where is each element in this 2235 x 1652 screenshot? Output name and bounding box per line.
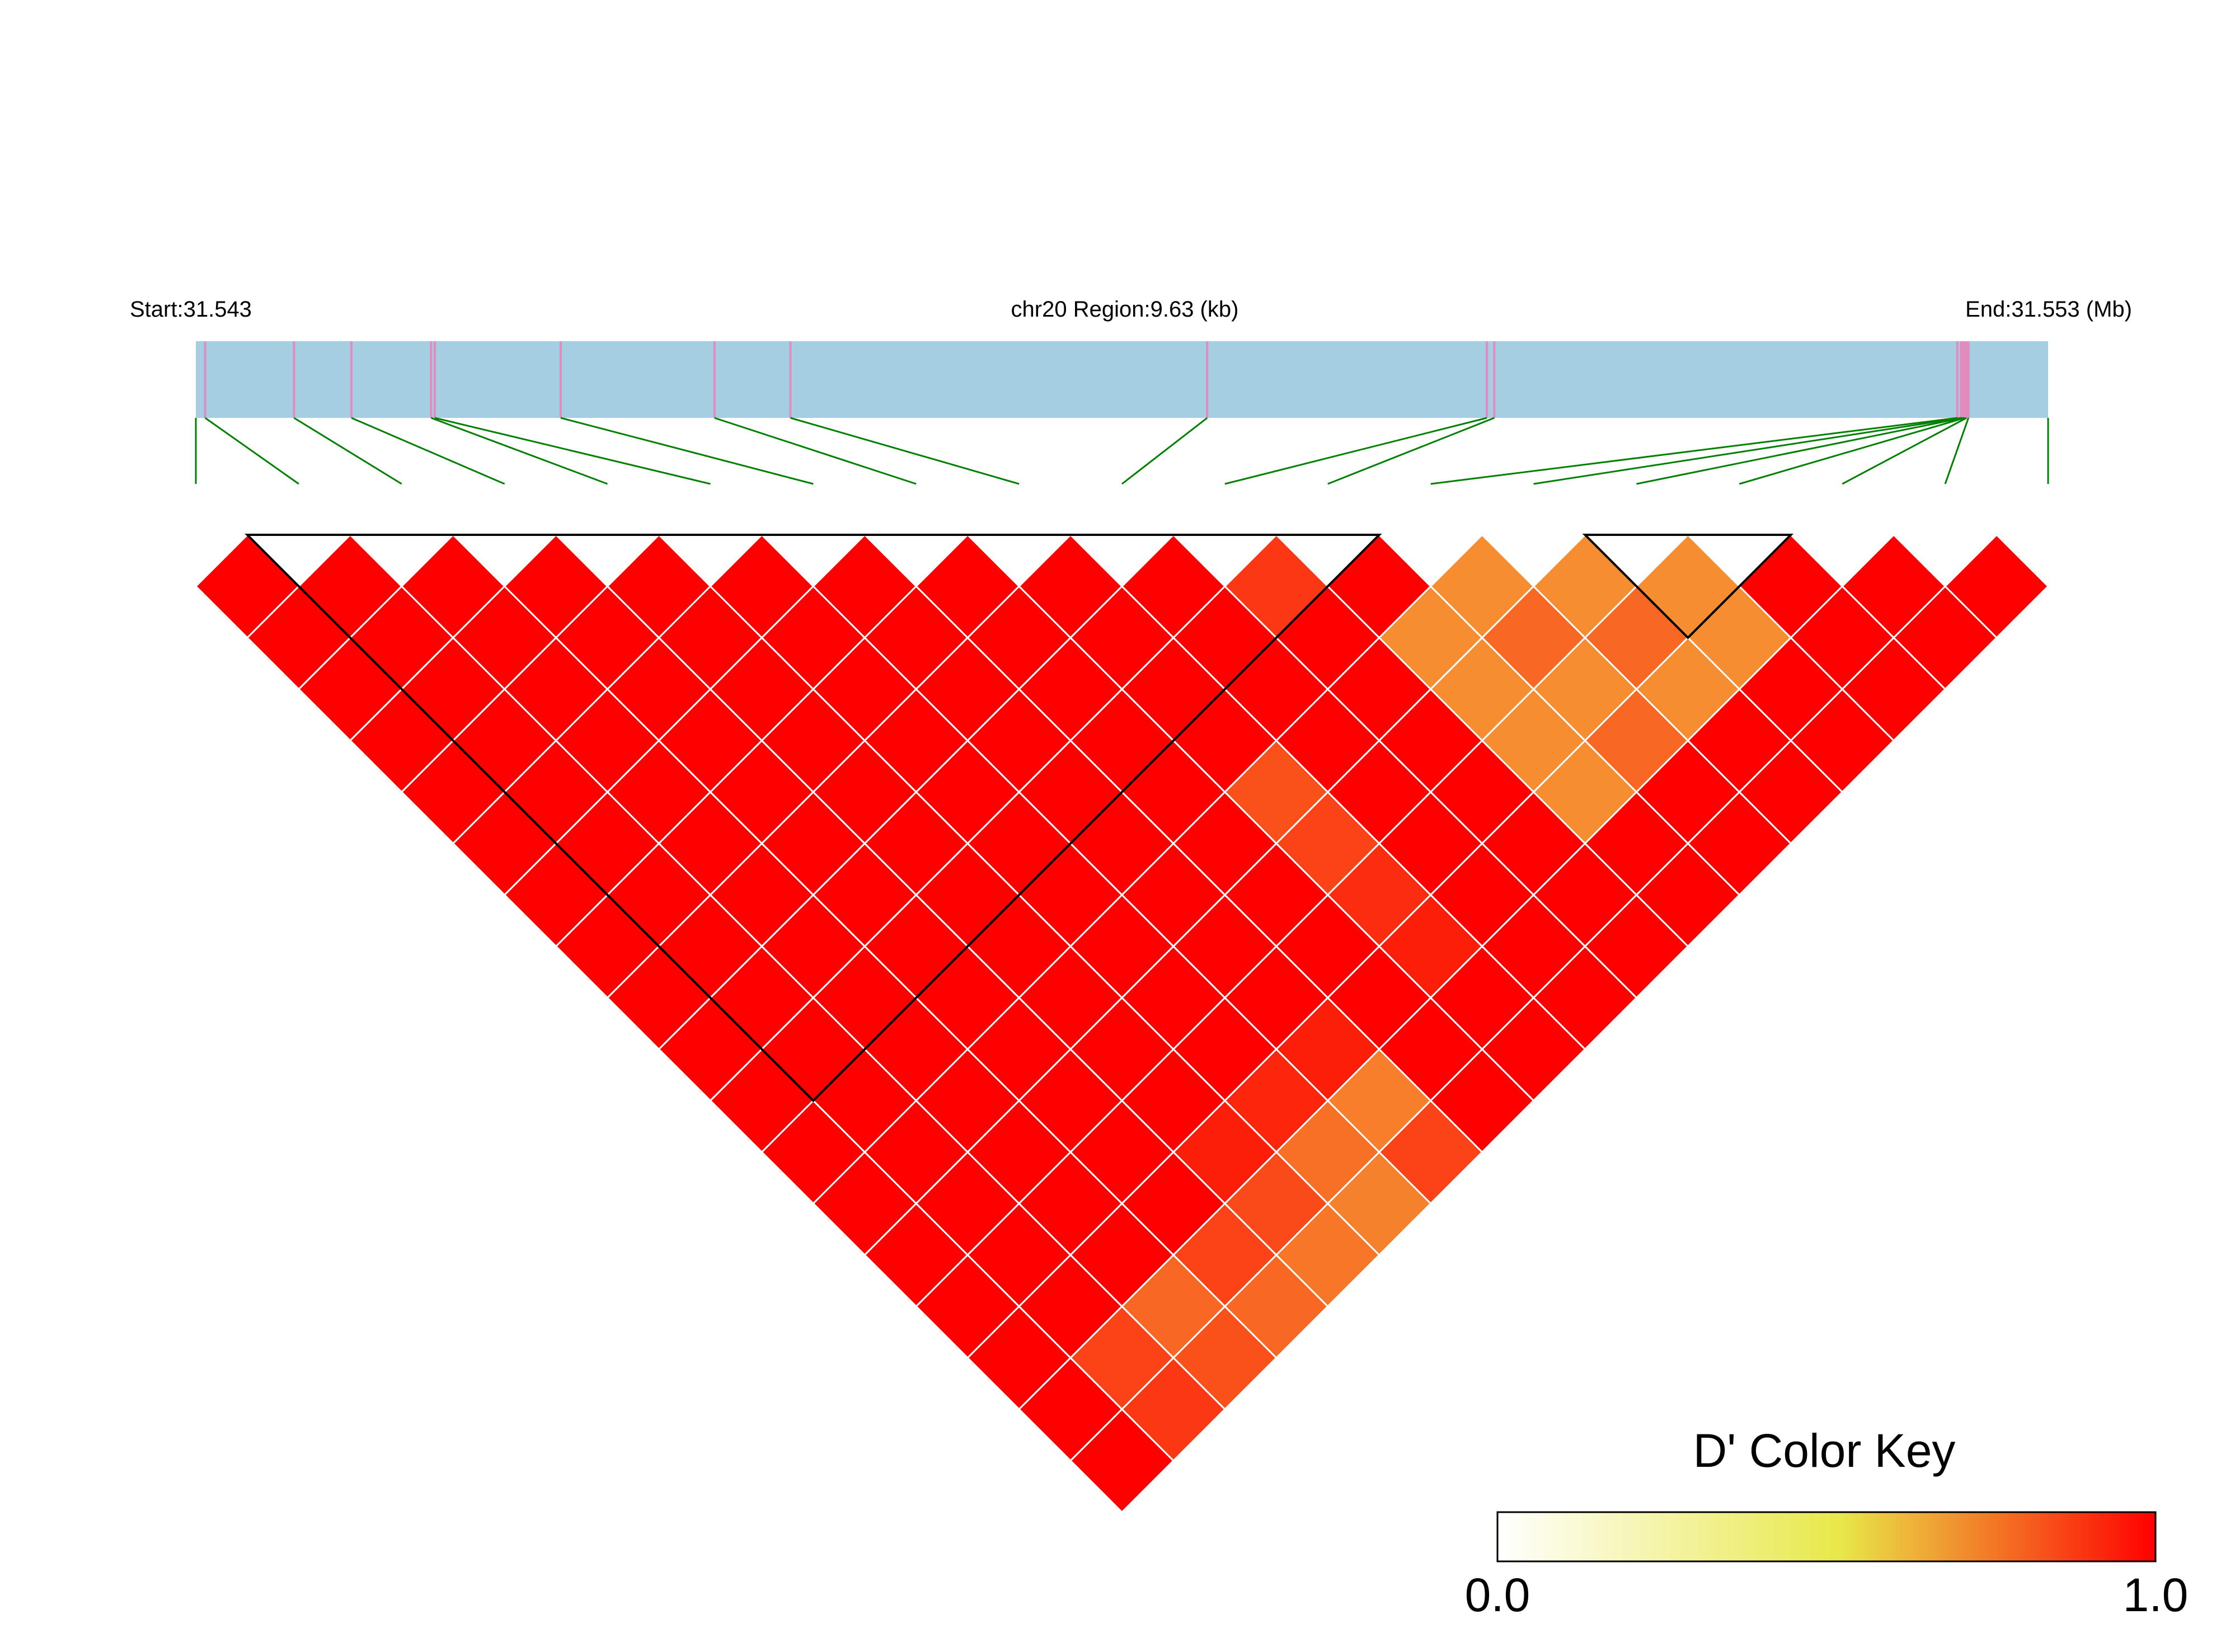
snp-connector (1327, 417, 1495, 485)
snp-connector (430, 417, 608, 485)
region-title-label: chr20 Region:9.63 (kb) (1011, 297, 1239, 322)
snp-connector (1121, 417, 1208, 485)
region-bar (196, 341, 2048, 418)
haplotype-block-outline (245, 534, 1382, 1103)
color-key-min-label: 0.0 (1465, 1569, 1530, 1621)
snp-connector (560, 417, 814, 485)
color-key: D' Color Key 0.0 1.0 (1465, 1424, 2189, 1621)
snp-connector-lines (195, 417, 2049, 485)
snp-connector (1533, 417, 1961, 485)
haplotype-block-outline (1582, 534, 1794, 639)
snp-connector (351, 417, 505, 485)
haplotype-block-outlines (245, 534, 1794, 1103)
snp-connector (293, 417, 402, 485)
snp-connector (1739, 417, 1965, 485)
snp-connector (1636, 417, 1964, 485)
ld-heatmap-cells (194, 533, 2050, 1514)
snp-connector (1430, 417, 1957, 485)
region-start-label: Start:31.543 (130, 297, 252, 322)
snp-connector (714, 417, 917, 485)
snp-connector (204, 417, 299, 485)
snp-position-marks (204, 341, 1970, 418)
color-key-title: D' Color Key (1693, 1424, 1956, 1477)
region-header: Start:31.543 chr20 Region:9.63 (kb) End:… (130, 297, 2132, 322)
snp-connector (1944, 417, 1970, 484)
color-key-max-label: 1.0 (2123, 1569, 2189, 1621)
snp-connector (434, 417, 711, 485)
ld-cell (1943, 533, 2050, 639)
color-key-gradient-bar (1496, 1511, 2157, 1562)
snp-connector (1224, 417, 1487, 485)
chromosome-track (195, 341, 2049, 485)
snp-connector (790, 417, 1020, 485)
snp-connector (1842, 417, 1968, 485)
region-end-label: End:31.553 (Mb) (1965, 297, 2132, 322)
